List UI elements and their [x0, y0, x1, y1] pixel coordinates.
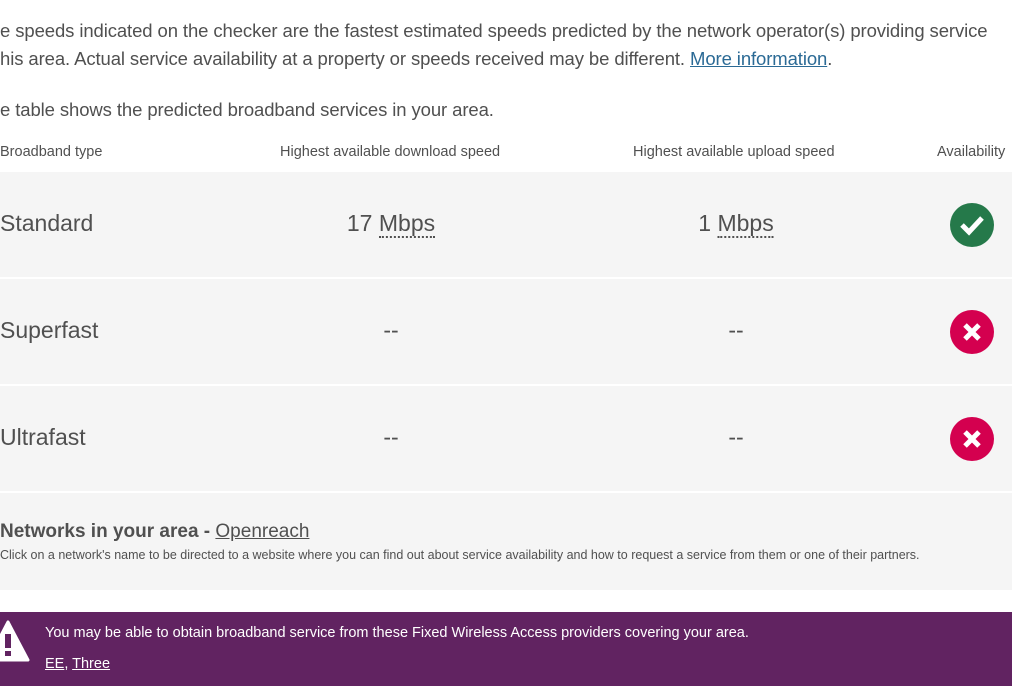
table-row: Ultrafast -- --: [0, 386, 1012, 491]
warning-icon: [0, 620, 30, 662]
cross-circle-icon: [950, 310, 994, 354]
check-circle-icon: [950, 203, 994, 247]
download-speed: --: [383, 424, 399, 450]
row-type: Superfast: [0, 317, 99, 343]
networks-heading: Networks in your area - Openreach: [0, 521, 309, 543]
separator: ,: [64, 656, 73, 672]
cross-circle-icon: [950, 417, 994, 461]
upload-unit: Mbps: [717, 210, 774, 238]
header-broadband-type: Broadband type: [0, 144, 103, 160]
row-type: Ultrafast: [0, 424, 86, 450]
download-speed: --: [383, 317, 399, 343]
more-information-link[interactable]: More information: [690, 48, 828, 69]
upload-value: 1: [698, 210, 712, 236]
download-speed: 17 Mbps: [346, 210, 436, 238]
upload-speed: --: [728, 317, 744, 343]
intro-line-2: his area. Actual service availability at…: [0, 48, 832, 70]
three-link[interactable]: Three: [72, 656, 111, 672]
banner-text: You may be able to obtain broadband serv…: [45, 625, 749, 641]
openreach-link[interactable]: Openreach: [215, 521, 310, 542]
upload-speed: 1 Mbps: [698, 210, 774, 238]
header-download: Highest available download speed: [280, 144, 501, 160]
networks-section: Networks in your area - Openreach Click …: [0, 493, 1012, 590]
networks-title: Networks in your area -: [0, 521, 216, 542]
table-row: Standard 17 Mbps 1 Mbps: [0, 172, 1012, 277]
networks-description: Click on a network's name to be directed…: [0, 548, 920, 562]
header-upload: Highest available upload speed: [633, 144, 835, 160]
intro-line-3: e table shows the predicted broadband se…: [0, 99, 494, 120]
ee-link[interactable]: EE: [45, 656, 65, 672]
provider-links: EE, Three: [45, 656, 110, 672]
period: .: [827, 48, 833, 69]
download-value: 17: [346, 210, 373, 236]
table-row: Superfast -- --: [0, 279, 1012, 384]
upload-speed: --: [728, 424, 744, 450]
fixed-wireless-banner: You may be able to obtain broadband serv…: [0, 612, 1012, 686]
intro-text: his area. Actual service availability at…: [0, 48, 691, 69]
download-unit: Mbps: [378, 210, 436, 238]
intro-line-1: e speeds indicated on the checker are th…: [0, 20, 988, 41]
row-type: Standard: [0, 210, 94, 236]
header-availability: Availability: [937, 144, 1006, 160]
